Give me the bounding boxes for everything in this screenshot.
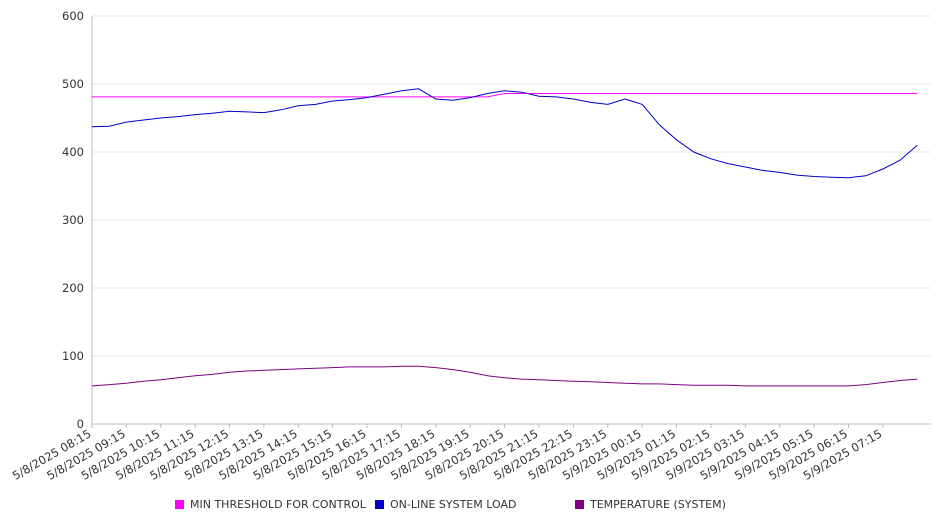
y-tick-labels: 0 100 200 300 400 500 600 [62, 9, 84, 431]
legend-label-temperature: TEMPERATURE (SYSTEM) [590, 498, 726, 511]
y-tick-label: 400 [62, 145, 84, 159]
legend-swatch-temperature [575, 500, 584, 509]
grid-lines [92, 15, 931, 357]
chart-axes [91, 16, 931, 425]
x-tick-labels: 5/8/2025 08:155/8/2025 09:155/8/2025 10:… [10, 424, 884, 483]
legend-swatch-system-load [375, 500, 384, 509]
y-tick-label: 100 [62, 349, 84, 363]
y-tick-label: 600 [62, 9, 84, 23]
legend-item-temperature: TEMPERATURE (SYSTEM) [575, 498, 726, 511]
legend-label-system-load: ON-LINE SYSTEM LOAD [390, 498, 517, 511]
legend-label-min-threshold: MIN THRESHOLD FOR CONTROL [190, 498, 366, 511]
series-line-2 [91, 365, 918, 387]
legend: MIN THRESHOLD FOR CONTROL ON-LINE SYSTEM… [0, 498, 946, 516]
series-lines [91, 88, 918, 387]
series-line-1 [91, 88, 918, 179]
y-tick-label: 500 [62, 77, 84, 91]
legend-swatch-min-threshold [175, 500, 184, 509]
series-line-0 [92, 93, 918, 98]
y-tick-label: 300 [62, 213, 84, 227]
y-tick-label: 200 [62, 281, 84, 295]
legend-item-min-threshold: MIN THRESHOLD FOR CONTROL [175, 498, 366, 511]
legend-item-system-load: ON-LINE SYSTEM LOAD [375, 498, 516, 511]
y-tick-label: 0 [77, 417, 84, 431]
